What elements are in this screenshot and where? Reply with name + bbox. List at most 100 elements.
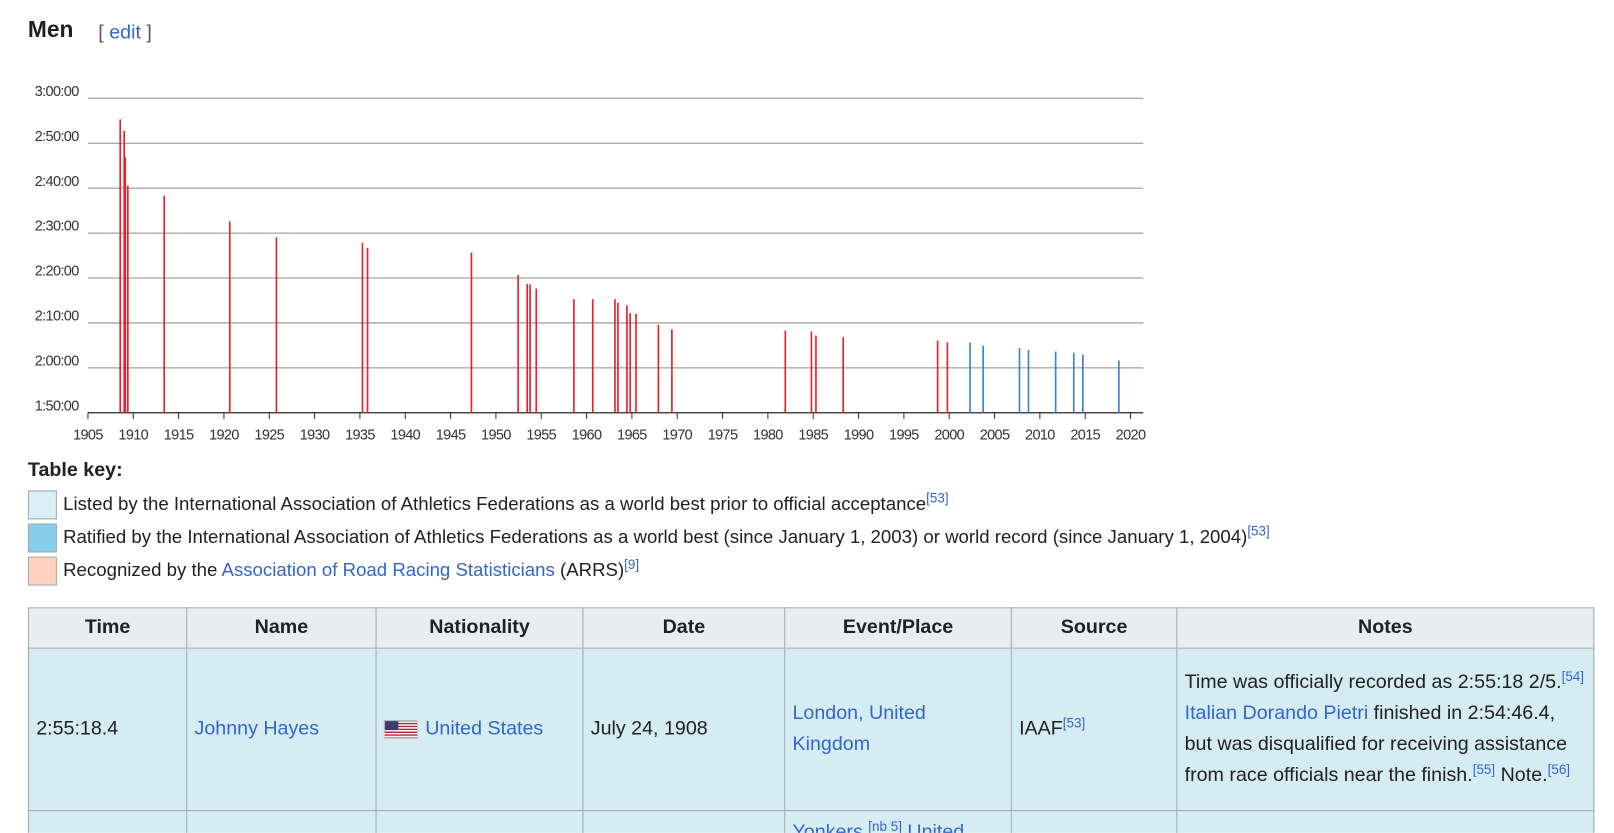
text: Recognized by the: [63, 559, 222, 581]
cell: Note.[56]: [1176, 810, 1595, 833]
x-tick-label: 1940: [390, 427, 420, 443]
edit-link[interactable]: edit: [109, 21, 141, 44]
x-tick-label: 1920: [209, 427, 239, 443]
y-tick-label: 2:30:00: [35, 219, 80, 235]
y-tick-label: 2:00:00: [35, 353, 80, 369]
x-tick-label: 2000: [934, 427, 964, 443]
x-tick-label: 1975: [708, 427, 738, 443]
text: finished in 2:54:46.4, but was disqualif…: [1184, 702, 1568, 787]
column-header: Event/Place: [784, 607, 1012, 649]
text: Ratified by the International Associatio…: [63, 526, 1248, 548]
x-tick-label: 2010: [1025, 427, 1055, 443]
reference: [nb 5]: [868, 818, 902, 832]
text: Listed by the International Association …: [63, 493, 927, 514]
reference: [56]: [1548, 761, 1570, 777]
cell: United States: [375, 647, 584, 812]
link[interactable]: Association of Road Racing Statisticians: [221, 559, 555, 581]
table-key-title: Table key:: [27, 459, 123, 482]
reference-link[interactable]: [53]: [1247, 523, 1270, 539]
y-tick-label: 2:50:00: [35, 129, 80, 145]
x-tick-label: 1985: [798, 427, 828, 443]
reference-link[interactable]: [55]: [1472, 761, 1496, 777]
link[interactable]: Johnny Hayes: [194, 718, 320, 740]
reference: [55]: [1473, 761, 1495, 777]
key-item: Recognized by the Association of Road Ra…: [27, 556, 639, 586]
key-swatch: [27, 523, 57, 553]
key-item: Ratified by the International Associatio…: [27, 523, 1270, 553]
x-tick-label: 1995: [889, 427, 919, 443]
chart: 1:50:00 2:00:00 2:10:00 2:20:00 2:30:00 2:40:…: [35, 84, 1147, 443]
x-tick-label: 2005: [980, 427, 1010, 443]
record-row: 2:52:45.4Robert FowlerUnited StatesJanua…: [27, 810, 1595, 833]
x-tick-label: 2015: [1070, 427, 1100, 443]
column-header: Nationality: [375, 607, 584, 649]
x-tick-label: 2020: [1116, 427, 1146, 443]
x-tick-label: 1945: [436, 427, 466, 443]
records-table: Time Name Nationality Date Event/Place Source…: [27, 607, 1595, 833]
bracket: [: [98, 21, 104, 44]
cell: Johnny Hayes: [186, 647, 377, 812]
reference-link[interactable]: [56]: [1547, 761, 1571, 777]
x-tick-label: 1905: [73, 427, 103, 443]
reference: [53]: [926, 490, 948, 506]
cell: 2:52:45.4: [27, 810, 188, 833]
y-tick-label: 1:50:00: [35, 398, 80, 414]
cell: July 24, 1908: [582, 647, 786, 812]
x-tick-label: 1965: [617, 427, 647, 443]
reference-link[interactable]: [9]: [624, 556, 640, 572]
y-tick-label: 2:10:00: [35, 309, 80, 325]
reference-link[interactable]: [53]: [1062, 714, 1086, 731]
cell: Time was officially recorded as 2:55:18 …: [1176, 647, 1595, 812]
link[interactable]: Yonkers,: [792, 821, 869, 833]
cell: Yonkers,[nb 5] United States: [784, 810, 1012, 833]
text: July 24, 1908: [590, 718, 708, 740]
cell: 2:55:18.4: [27, 647, 188, 812]
y-tick-label: 2:20:00: [35, 264, 80, 280]
reference: [54]: [1562, 668, 1584, 684]
x-tick-label: 1960: [572, 427, 602, 443]
column-header: Date: [582, 607, 786, 649]
x-tick-label: 1950: [481, 427, 511, 443]
text: Time was officially recorded as 2:55:18 …: [1184, 671, 1562, 694]
link[interactable]: London, United Kingdom: [792, 702, 926, 756]
key-swatch: [27, 556, 57, 586]
text: IAAF: [1019, 718, 1063, 740]
bracket: ]: [146, 21, 152, 44]
y-tick-label: 2:40:00: [35, 174, 80, 190]
key-swatch: [27, 490, 57, 520]
column-header: Time: [27, 607, 188, 649]
link[interactable]: United States: [907, 821, 965, 833]
column-header: Notes: [1176, 607, 1595, 649]
reference: [53]: [1063, 715, 1085, 731]
record-row: 2:55:18.4 Johnny Hayes United States July 2…: [27, 647, 1595, 812]
reference: [53]: [1247, 523, 1269, 539]
link[interactable]: United States: [425, 718, 544, 740]
x-tick-label: 1930: [300, 427, 330, 443]
edit-section: [ edit ]: [98, 22, 152, 45]
text: Note.: [1495, 764, 1548, 787]
column-header: Name: [186, 607, 377, 649]
x-tick-label: 1915: [164, 427, 194, 443]
reference: [9]: [624, 556, 639, 572]
x-tick-label: 1910: [118, 427, 148, 443]
x-tick-label: 1955: [526, 427, 556, 443]
section-title: Men: [27, 16, 74, 43]
x-tick-label: 1935: [345, 427, 375, 443]
x-tick-label: 1925: [254, 427, 284, 443]
cell: United States: [375, 810, 584, 833]
text: (ARRS): [554, 559, 625, 581]
reference-link[interactable]: [nb 5]: [868, 818, 902, 833]
cell: IAAF[53]: [1010, 647, 1178, 812]
x-tick-label: 1980: [753, 427, 783, 443]
reference-link[interactable]: [54]: [1561, 668, 1585, 684]
x-tick-label: 1970: [662, 427, 692, 443]
key-item: Listed by the International Association …: [27, 490, 949, 520]
column-header: Source: [1010, 607, 1178, 649]
cell: January 1, 1909: [582, 810, 786, 833]
cell: London, United Kingdom: [784, 647, 1012, 812]
reference-link[interactable]: [53]: [926, 490, 949, 506]
y-tick-label: 3:00:00: [35, 84, 80, 100]
link[interactable]: Italian Dorando Pietri: [1184, 702, 1369, 725]
